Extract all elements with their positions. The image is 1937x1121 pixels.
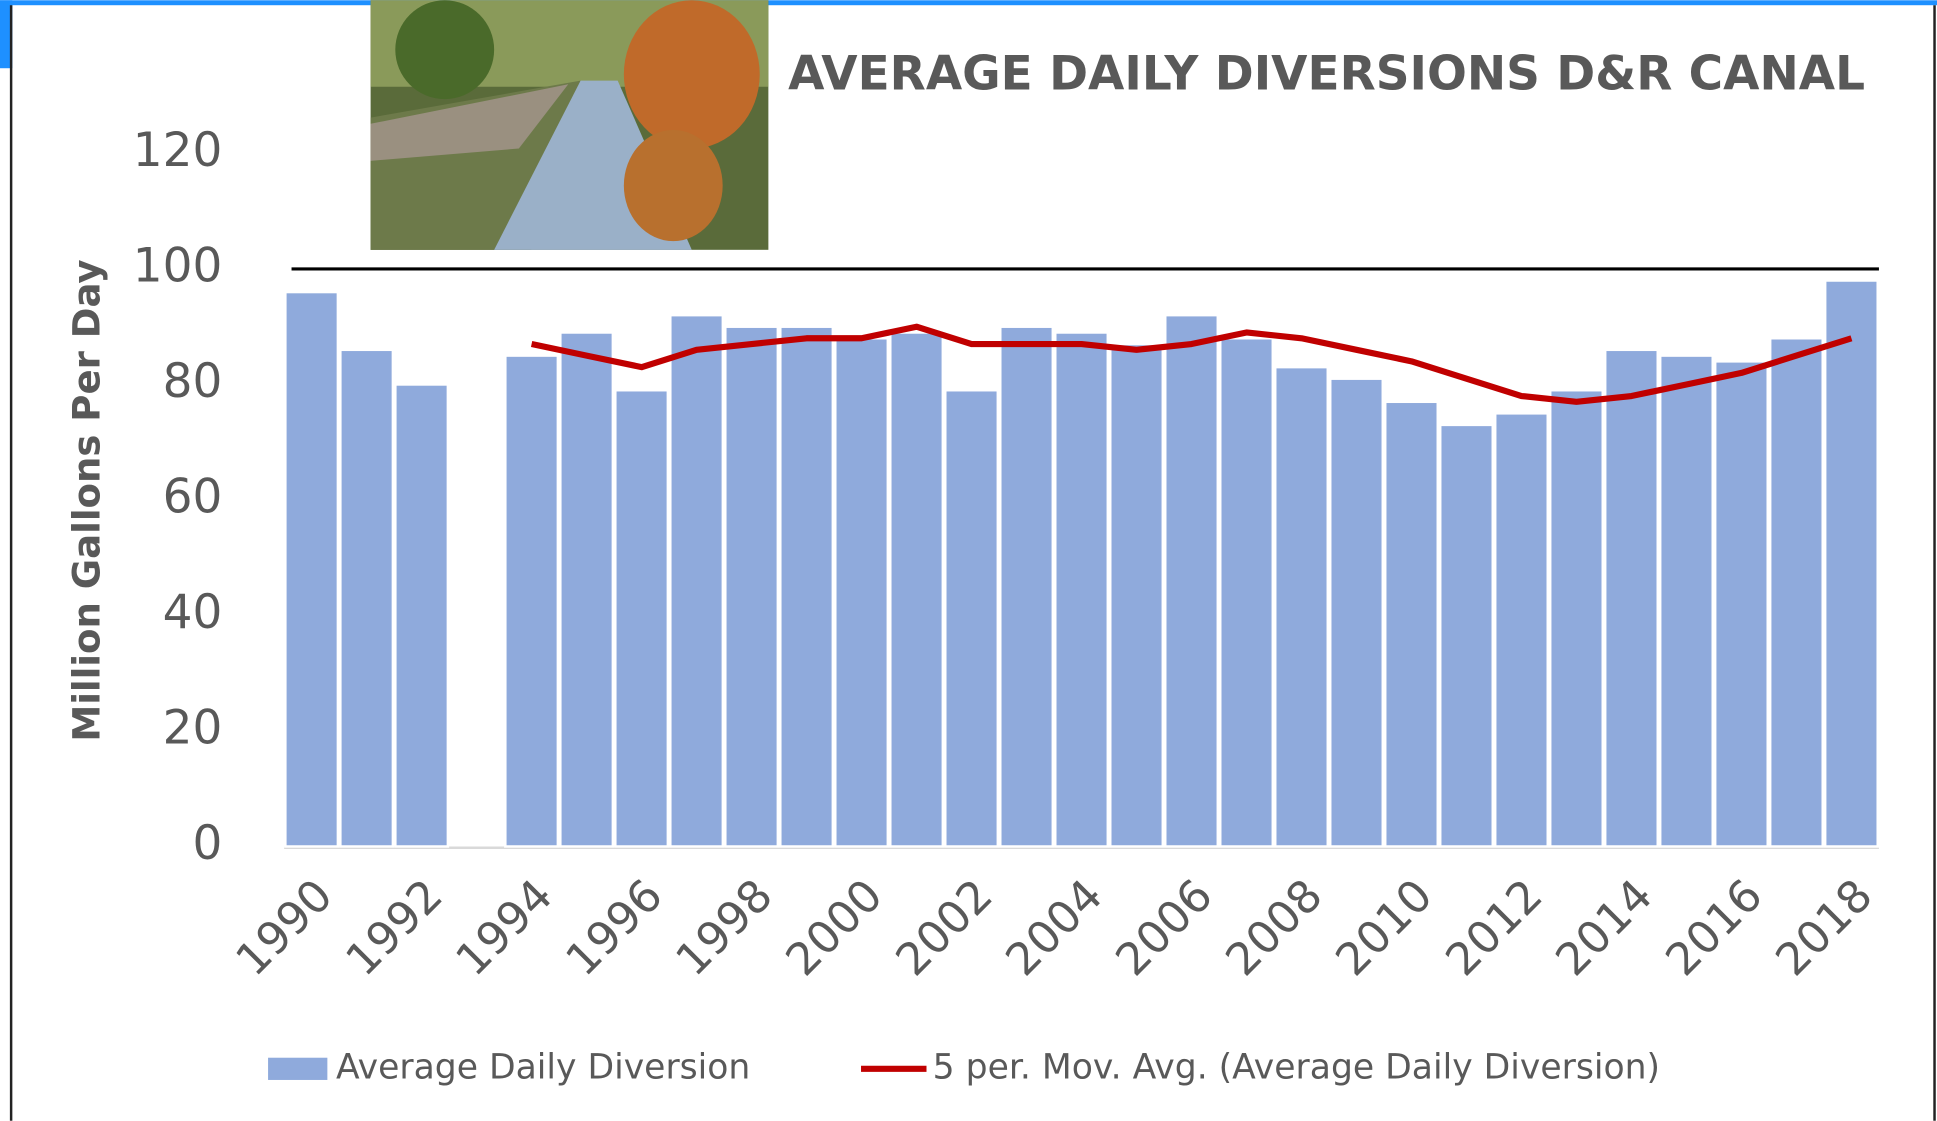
bar (1000, 327, 1053, 847)
bar (835, 338, 888, 846)
bar (1110, 344, 1163, 846)
bar (1660, 356, 1713, 847)
bar (1550, 390, 1603, 846)
bar (285, 292, 338, 846)
bar (1275, 367, 1328, 846)
bar (340, 350, 393, 847)
legend-label: Average Daily Diversion (336, 1047, 750, 1087)
y-tick-label: 80 (163, 354, 223, 409)
bar (1440, 425, 1493, 847)
bar (1220, 338, 1273, 846)
bar (505, 356, 558, 847)
bar (890, 332, 943, 846)
frame-top (0, 0, 1937, 5)
y-tick-label: 60 (163, 469, 223, 524)
legend-label: 5 per. Mov. Avg. (Average Daily Diversio… (933, 1047, 1660, 1087)
bar (1495, 413, 1548, 846)
y-tick-label: 20 (163, 700, 223, 755)
photo (371, 0, 769, 250)
bar (1165, 315, 1218, 846)
chart-title: AVERAGE DAILY DIVERSIONS D&R CANAL (788, 46, 1865, 101)
y-axis-title: Million Gallons Per Day (65, 260, 108, 742)
bar (1715, 361, 1768, 846)
bar (780, 327, 833, 847)
bar (1825, 281, 1878, 847)
bar (945, 390, 998, 846)
y-tick-label: 40 (163, 585, 223, 640)
bar (395, 384, 448, 846)
bar (1330, 379, 1383, 847)
chart: AVERAGE DAILY DIVERSIONS D&R CANAL Milli… (0, 0, 1937, 1121)
y-tick-label: 120 (133, 123, 223, 178)
legend-swatch (268, 1058, 327, 1080)
bar (1605, 350, 1658, 847)
bar (725, 327, 778, 847)
y-tick-label: 100 (133, 238, 223, 293)
bar (1770, 338, 1823, 846)
bar (615, 390, 668, 846)
bar (1055, 332, 1108, 846)
y-tick-label: 0 (192, 816, 222, 871)
bar (560, 332, 613, 846)
bar (670, 315, 723, 846)
bar (1385, 402, 1438, 847)
